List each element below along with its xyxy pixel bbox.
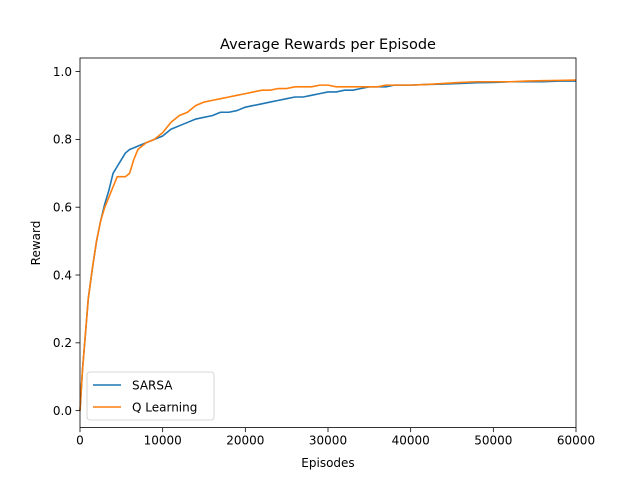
series-line-q-learning [79,79,577,411]
legend-label-sarsa: SARSA [132,379,173,393]
y-tick-label: 1.0 [53,65,72,79]
legend-label-q-learning: Q Learning [132,401,197,415]
x-tick-label: 60000 [557,434,595,448]
legend: SARSA Q Learning [86,371,215,421]
x-tick-label: 50000 [474,434,512,448]
x-tick-label: 10000 [144,434,182,448]
y-tick-label: 0.2 [53,336,72,350]
y-tick-label: 0.0 [53,404,72,418]
chart-title: Average Rewards per Episode [220,37,436,53]
x-tick-label: 0 [76,434,84,448]
y-tick-label: 0.4 [53,268,72,282]
y-axis-title: Reward [29,221,43,266]
x-tick-label: 20000 [226,434,264,448]
y-tick-label: 0.6 [53,200,72,214]
x-tick-label: 40000 [392,434,430,448]
x-axis-title: Episodes [301,456,354,470]
y-tick-label: 0.8 [53,133,72,147]
series-layer [79,79,577,411]
legend-box [86,371,215,421]
x-tick-label: 30000 [309,434,347,448]
y-axis: 0.0 0.2 0.4 0.6 0.8 1.0 [53,65,80,418]
x-axis: 0 10000 20000 30000 40000 50000 60000 [76,427,595,448]
